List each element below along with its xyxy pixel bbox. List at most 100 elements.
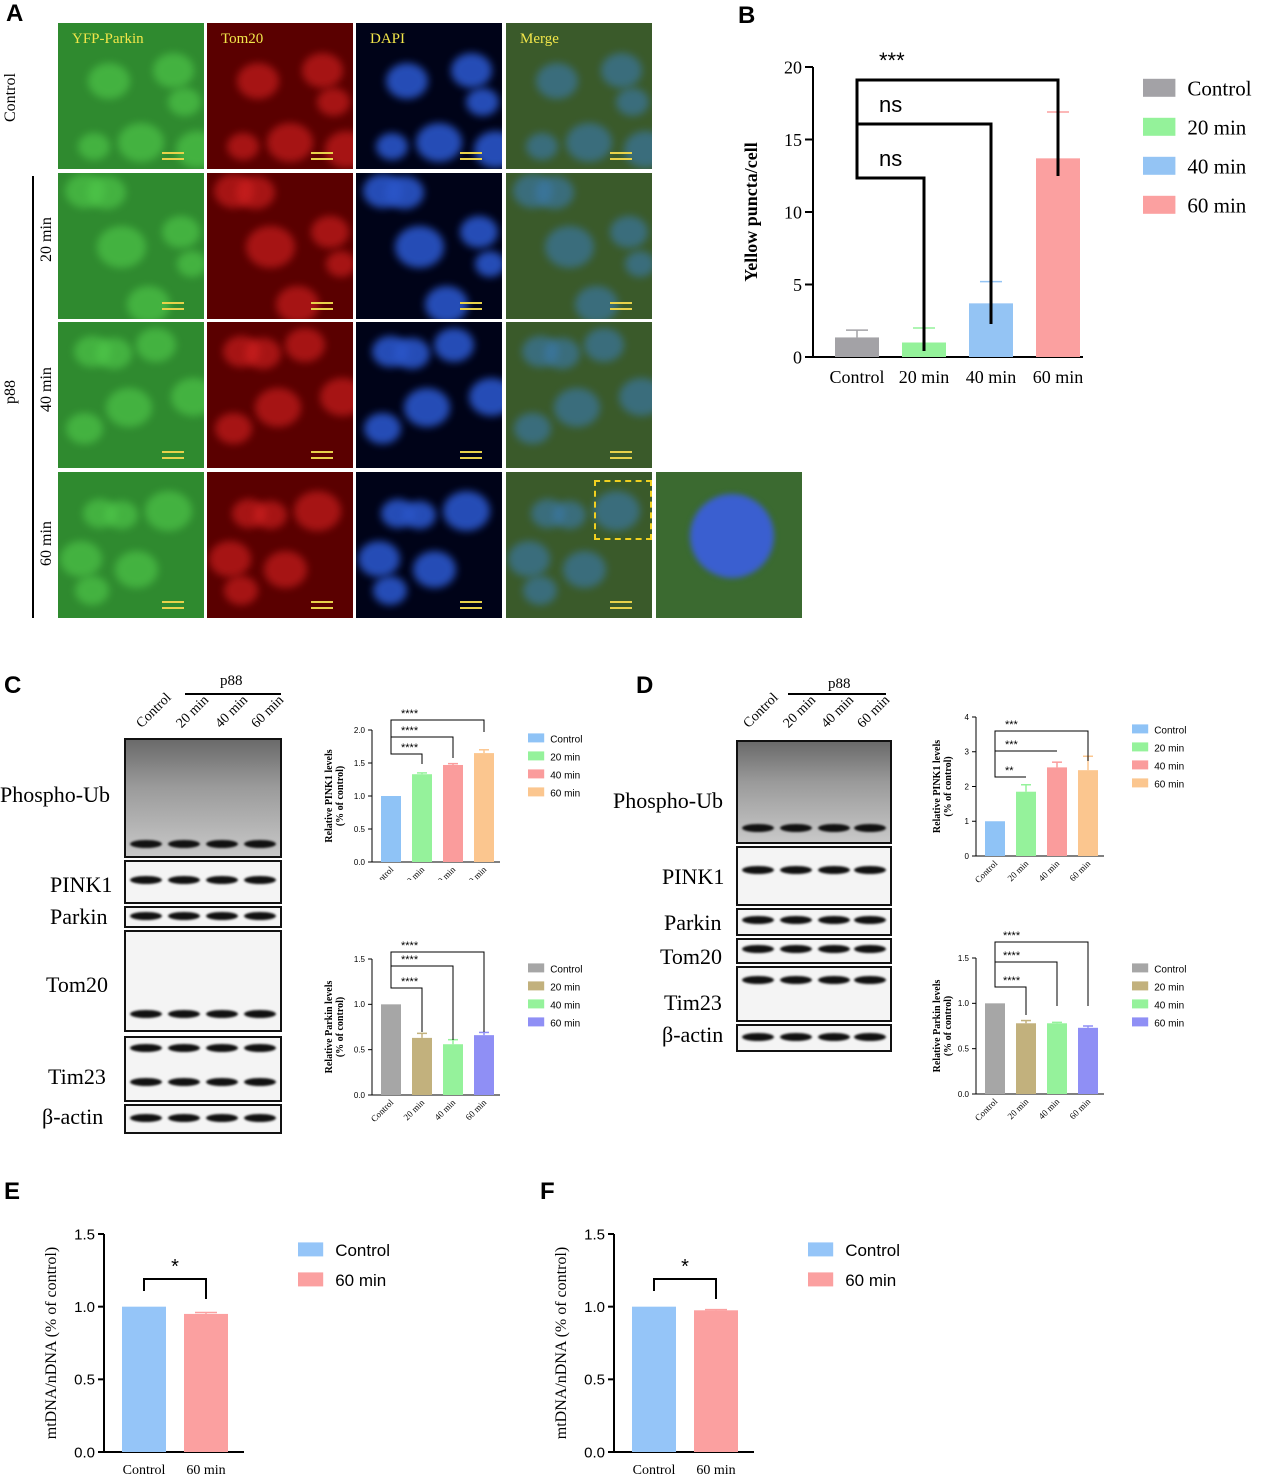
significance-bracket xyxy=(143,1278,207,1299)
legend-swatch xyxy=(528,999,545,1009)
protein-label-c-parkin: Parkin xyxy=(50,904,108,929)
p88-label-c: p88 xyxy=(220,673,243,689)
blot-band xyxy=(168,1114,200,1122)
y-tick-label: 1.0 xyxy=(958,999,970,1008)
cell-body xyxy=(236,176,275,210)
x-tick-label: 60 min xyxy=(1067,858,1092,883)
scale-bar xyxy=(460,152,482,160)
bar xyxy=(412,1037,432,1095)
significance-bracket xyxy=(390,960,423,1032)
row-label-control: Control xyxy=(2,73,19,122)
y-tick-label: 1 xyxy=(965,817,970,826)
cell-body xyxy=(386,63,428,99)
cell-body xyxy=(78,133,110,161)
cell-body xyxy=(625,251,652,277)
blot-band xyxy=(244,840,276,848)
cell-body xyxy=(176,131,204,168)
blot-band xyxy=(130,840,162,848)
cell-body xyxy=(118,123,164,163)
legend-swatch xyxy=(1132,724,1149,734)
legend-swatch xyxy=(528,1017,545,1027)
significance-bracket xyxy=(994,730,1089,761)
legend-label: 20 min xyxy=(1154,744,1184,755)
significance-bracket xyxy=(855,170,926,351)
micro-tile: Tom20 xyxy=(207,23,353,169)
scale-bar xyxy=(162,601,184,609)
legend-swatch xyxy=(528,787,545,797)
bar xyxy=(443,1044,463,1095)
legend-label: 60 min xyxy=(550,789,580,800)
x-tick-label: Control xyxy=(973,1096,1000,1123)
x-tick-label: 40 min xyxy=(432,864,457,880)
legend-label: 20 min xyxy=(1154,983,1184,994)
bar xyxy=(1016,1023,1036,1094)
blot-strip xyxy=(736,740,892,844)
legend-swatch xyxy=(1132,760,1149,770)
cell-body xyxy=(326,251,353,277)
significance-label: **** xyxy=(1003,975,1021,987)
y-tick-label: 4 xyxy=(965,713,970,722)
x-tick-label: 20 min xyxy=(1005,1096,1030,1121)
cell-body xyxy=(394,338,430,369)
cell-body xyxy=(168,88,201,117)
y-axis-label: Relative Parkin levels(% of control) xyxy=(324,981,346,1074)
legend-label: 40 min xyxy=(1154,762,1184,773)
significance-label: **** xyxy=(1003,950,1021,962)
legend-label: Control xyxy=(1154,726,1186,737)
chart-f: 0.0 0.5 1.0 1.5 mtDNA/nDNA (% of control) Con… xyxy=(553,1226,900,1478)
protein-label-c-tom20: Tom20 xyxy=(46,972,109,997)
bar xyxy=(1078,1027,1098,1094)
blot-strip xyxy=(124,860,282,904)
y-tick-label: 1.0 xyxy=(584,1299,605,1316)
significance-bracket xyxy=(390,724,423,764)
scale-bar xyxy=(610,152,632,160)
x-tick-label: 20 min xyxy=(401,1097,426,1122)
blot-band xyxy=(780,945,812,953)
bar xyxy=(381,796,401,862)
cell-body xyxy=(162,216,200,249)
panel-letter-e: E xyxy=(4,1178,21,1205)
blot-strip xyxy=(736,1024,892,1052)
cell-body xyxy=(385,176,424,210)
significance-label: **** xyxy=(1003,930,1021,942)
blot-band xyxy=(206,876,238,884)
significance-label: * xyxy=(171,1256,179,1278)
cell-body xyxy=(514,413,551,445)
cell-body xyxy=(60,541,102,577)
blot-band xyxy=(168,1010,200,1018)
legend-swatch xyxy=(808,1242,834,1257)
blot-band xyxy=(244,1078,276,1086)
legend-swatch xyxy=(1143,78,1176,97)
significance-bracket xyxy=(390,960,454,1040)
bar xyxy=(184,1313,228,1452)
legend-swatch xyxy=(1132,742,1149,752)
micro-tile: YFP-Parkin xyxy=(58,23,204,169)
blot-band xyxy=(130,1114,162,1122)
x-tick-label: Control xyxy=(633,1463,676,1478)
legend-swatch xyxy=(1143,195,1176,214)
cell-body xyxy=(554,388,600,428)
cell-body xyxy=(264,551,307,588)
zoom-inset xyxy=(656,472,802,618)
legend-swatch xyxy=(1143,117,1176,136)
x-tick-label: Control xyxy=(123,1463,166,1478)
protein-label-c-actin: β-actin xyxy=(42,1104,104,1129)
cell-body xyxy=(245,338,281,369)
cell-body xyxy=(544,338,580,369)
protein-label-d-actin: β-actin xyxy=(662,1022,724,1047)
y-axis-label: Relative PINK1 levels(% of control) xyxy=(324,749,346,842)
cell-body xyxy=(545,226,594,268)
chart-c-parkin: 0.0 0.5 1.0 1.5 Relative Parkin levels(% of … xyxy=(324,940,582,1124)
x-tick-label: Control xyxy=(369,864,396,880)
legend-swatch xyxy=(1132,963,1149,973)
legend-swatch xyxy=(298,1272,324,1287)
cell-body xyxy=(610,216,648,249)
bar xyxy=(1036,158,1080,357)
significance-label: **** xyxy=(401,954,419,966)
blot-band xyxy=(168,912,200,920)
y-tick-label: 0 xyxy=(793,347,802,367)
legend-swatch xyxy=(528,963,545,973)
blot-band xyxy=(130,1078,162,1086)
x-tick-label: 60 min xyxy=(696,1463,735,1478)
micro-tile xyxy=(207,472,353,618)
